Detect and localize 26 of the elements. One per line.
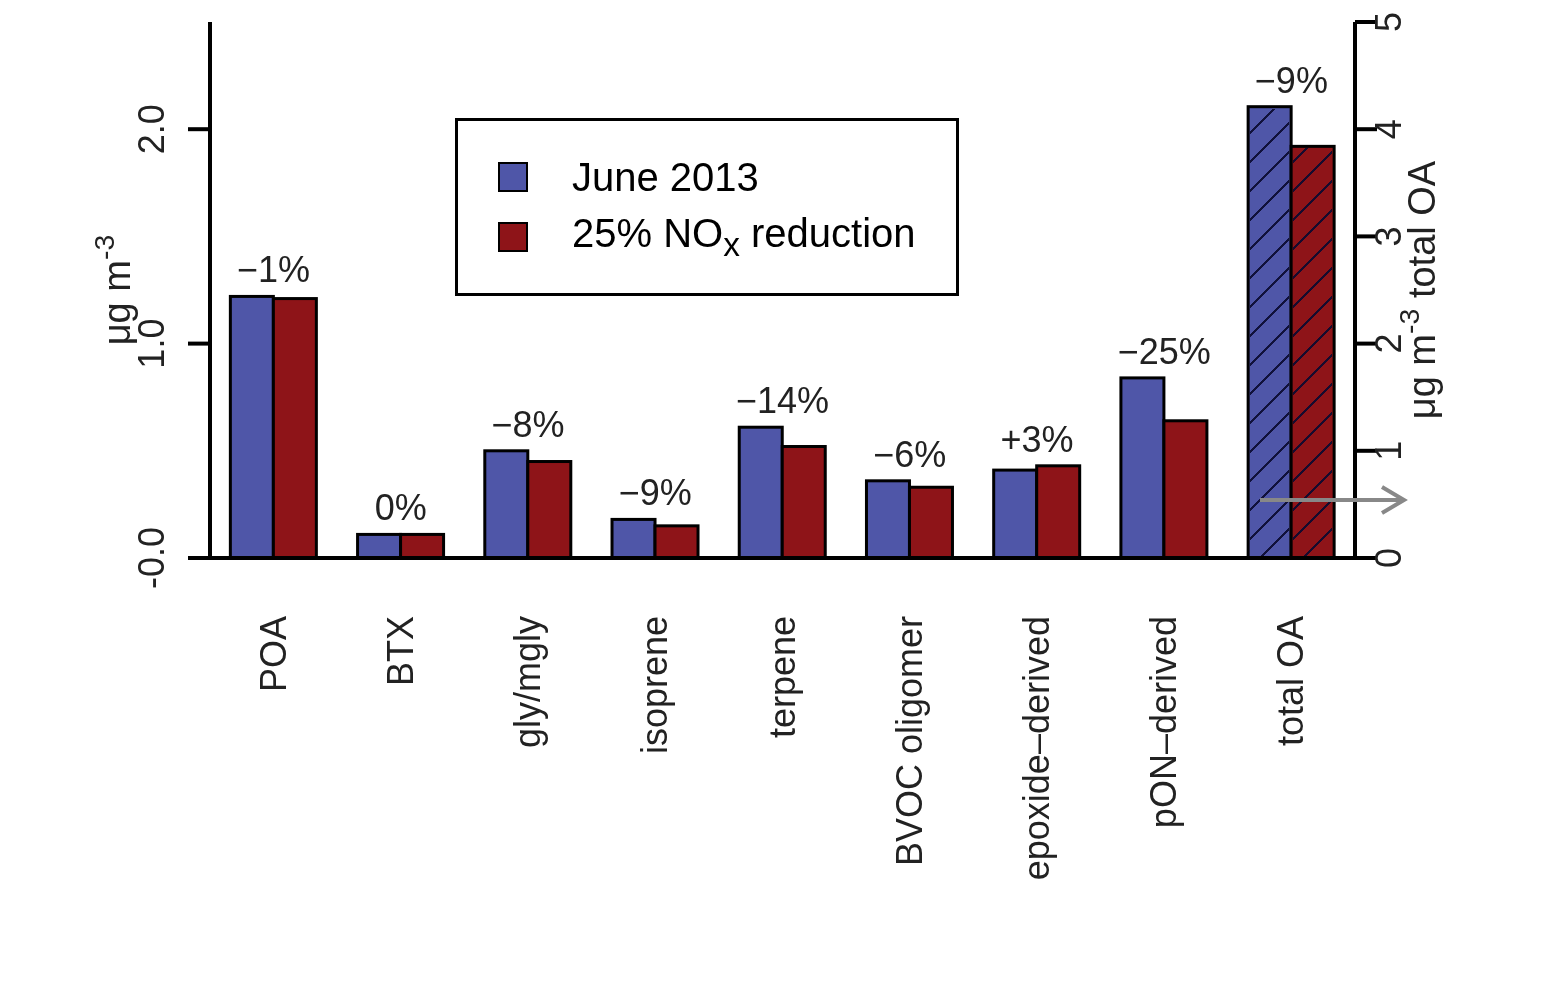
y2-tick-label: 5	[1368, 11, 1409, 33]
annotation: +3%	[1000, 418, 1074, 460]
x-tick-label: POA	[252, 616, 294, 693]
annotation: −6%	[873, 433, 947, 475]
y2-tick-label: 1	[1368, 440, 1409, 461]
legend-label: June 2013	[572, 154, 759, 200]
y2-tick-label: 0	[1368, 547, 1409, 569]
annotation: 0%	[374, 487, 427, 529]
annotation: −25%	[1117, 330, 1211, 372]
y2-tick-label: 4	[1368, 119, 1409, 140]
annotation: −8%	[491, 403, 565, 445]
x-tick-label: epoxide–derived	[1015, 616, 1057, 881]
x-tick-label: BVOC oligomer	[888, 616, 930, 867]
legend-label: 25% NO$_{x}$ reduction	[572, 210, 916, 264]
x-tick-label: terpene	[761, 616, 803, 739]
x-tick-label: total OA	[1270, 616, 1312, 747]
x-tick-label: isoprene	[634, 616, 676, 755]
x-tick-label: pON–derived	[1143, 616, 1185, 829]
y-tick-label: -0.0	[131, 526, 172, 590]
x-tick-label: BTX	[379, 616, 421, 687]
annotation: −14%	[735, 380, 830, 422]
annotation: −9%	[1254, 59, 1328, 101]
annotation: −9%	[618, 472, 692, 514]
annotation: −1%	[237, 249, 311, 291]
x-tick-label: gly/mgly	[507, 616, 549, 749]
y-tick-label: 2.0	[131, 104, 172, 155]
